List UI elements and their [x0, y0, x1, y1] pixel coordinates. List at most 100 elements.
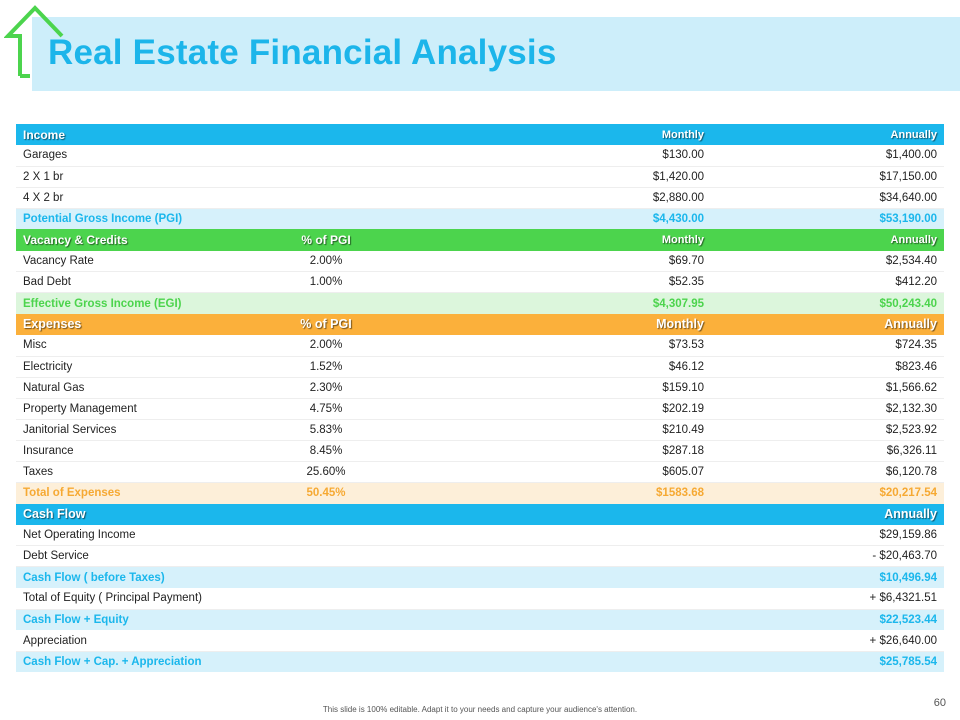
table-row: Appreciation + $26,640.00 — [16, 630, 944, 652]
row-annually: - $20,463.70 — [711, 545, 944, 568]
total-label: Effective Gross Income (EGI) — [16, 292, 266, 314]
row-label: Cash Flow + Equity — [16, 609, 266, 631]
row-percent — [266, 166, 386, 188]
row-percent: 8.45% — [266, 440, 386, 463]
header-cell: Monthly — [386, 124, 711, 146]
total-annually: $53,190.00 — [711, 208, 944, 230]
page-number: 60 — [933, 697, 946, 709]
row-monthly — [386, 524, 711, 547]
row-percent — [266, 145, 386, 167]
total-percent: 50.45% — [266, 482, 386, 504]
total-annually: $50,243.40 — [711, 292, 944, 314]
row-monthly: $159.10 — [386, 377, 711, 399]
table-row: Natural Gas 2.30% $159.10 $1,566.62 — [16, 377, 944, 399]
header-cell: Expenses — [16, 313, 266, 335]
table-row: 2 X 1 br $1,420.00 $17,150.00 — [16, 166, 944, 188]
table-row: Net Operating Income $29,159.86 — [16, 524, 944, 547]
total-percent — [266, 292, 386, 314]
total-percent — [266, 208, 386, 230]
header-cell: Annually — [711, 503, 944, 525]
row-monthly: $2,880.00 — [386, 187, 711, 209]
row-label: Debt Service — [16, 545, 266, 568]
row-annually: $29,159.86 — [711, 524, 944, 547]
table-row: Bad Debt 1.00% $52.35 $412.20 — [16, 271, 944, 294]
row-label: Electricity — [16, 356, 266, 378]
row-label: Cash Flow ( before Taxes) — [16, 566, 266, 589]
header-cell — [266, 503, 386, 525]
total-monthly: $4,430.00 — [386, 208, 711, 230]
table-row: Misc 2.00% $73.53 $724.35 — [16, 334, 944, 357]
row-monthly — [386, 545, 711, 568]
row-monthly — [386, 651, 711, 673]
row-percent: 2.00% — [266, 334, 386, 357]
row-monthly: $46.12 — [386, 356, 711, 378]
row-percent: 2.00% — [266, 250, 386, 273]
total-label: Total of Expenses — [16, 482, 266, 504]
row-label: 4 X 2 br — [16, 187, 266, 209]
cashflow-header-row: Cash Flow Annually — [16, 503, 944, 525]
total-annually: $20,217.54 — [711, 482, 944, 504]
header-cell: Vacancy & Credits — [16, 229, 266, 251]
row-label: Taxes — [16, 461, 266, 484]
row-percent — [266, 524, 386, 547]
cashflow-subtotal-row: Cash Flow ( before Taxes) $10,496.94 — [16, 566, 944, 589]
financial-table: Income Monthly Annually Garages $130.00 … — [16, 124, 944, 673]
row-annually: $823.46 — [711, 356, 944, 378]
egi-total-row: Effective Gross Income (EGI) $4,307.95 $… — [16, 292, 944, 314]
row-monthly: $52.35 — [386, 271, 711, 294]
row-percent: 1.00% — [266, 271, 386, 294]
header-cell: Monthly — [386, 313, 711, 335]
row-annually: $1,566.62 — [711, 377, 944, 399]
footer-note: This slide is 100% editable. Adapt it to… — [322, 705, 638, 714]
row-annually: $25,785.54 — [711, 651, 944, 673]
table-row: Total of Equity ( Principal Payment) + $… — [16, 588, 944, 610]
total-monthly: $4,307.95 — [386, 292, 711, 314]
row-percent — [266, 545, 386, 568]
row-percent: 4.75% — [266, 398, 386, 420]
row-monthly: $202.19 — [386, 398, 711, 420]
row-label: Garages — [16, 145, 266, 167]
total-monthly: $1583.68 — [386, 482, 711, 504]
table-row: Insurance 8.45% $287.18 $6,326.11 — [16, 440, 944, 463]
table-row: Debt Service - $20,463.70 — [16, 545, 944, 568]
row-monthly — [386, 630, 711, 652]
cashflow-subtotal-row: Cash Flow + Cap. + Appreciation $25,785.… — [16, 651, 944, 673]
row-label: Appreciation — [16, 630, 266, 652]
row-monthly: $69.70 — [386, 250, 711, 273]
house-icon — [4, 5, 64, 78]
row-annually: $6,326.11 — [711, 440, 944, 463]
table-row: Property Management 4.75% $202.19 $2,132… — [16, 398, 944, 420]
row-annually: $22,523.44 — [711, 609, 944, 631]
expenses-total-row: Total of Expenses 50.45% $1583.68 $20,21… — [16, 482, 944, 504]
row-label: Bad Debt — [16, 271, 266, 294]
row-monthly: $1,420.00 — [386, 166, 711, 188]
row-monthly: $130.00 — [386, 145, 711, 167]
row-label: Net Operating Income — [16, 524, 266, 547]
row-percent — [266, 630, 386, 652]
row-monthly: $73.53 — [386, 334, 711, 357]
cashflow-subtotal-row: Cash Flow + Equity $22,523.44 — [16, 609, 944, 631]
title-band — [32, 17, 960, 91]
total-label: Potential Gross Income (PGI) — [16, 208, 266, 230]
row-monthly — [386, 588, 711, 610]
row-label: Total of Equity ( Principal Payment) — [16, 588, 266, 610]
table-row: Vacancy Rate 2.00% $69.70 $2,534.40 — [16, 250, 944, 273]
row-annually: $2,534.40 — [711, 250, 944, 273]
row-annually: $412.20 — [711, 271, 944, 294]
vacancy-header-row: Vacancy & Credits % of PGI Monthly Annua… — [16, 229, 944, 251]
header-cell — [266, 124, 386, 146]
row-annually: $17,150.00 — [711, 166, 944, 188]
row-percent: 5.83% — [266, 419, 386, 441]
row-annually: $10,496.94 — [711, 566, 944, 589]
row-annually: $2,523.92 — [711, 419, 944, 441]
row-label: Cash Flow + Cap. + Appreciation — [16, 651, 266, 673]
header-cell: Annually — [711, 229, 944, 251]
header-cell: Annually — [711, 124, 944, 146]
row-monthly: $287.18 — [386, 440, 711, 463]
table-row: Electricity 1.52% $46.12 $823.46 — [16, 356, 944, 378]
table-row: Garages $130.00 $1,400.00 — [16, 145, 944, 167]
row-annually: $2,132.30 — [711, 398, 944, 420]
row-label: Insurance — [16, 440, 266, 463]
row-percent: 1.52% — [266, 356, 386, 378]
header-cell — [386, 503, 711, 525]
